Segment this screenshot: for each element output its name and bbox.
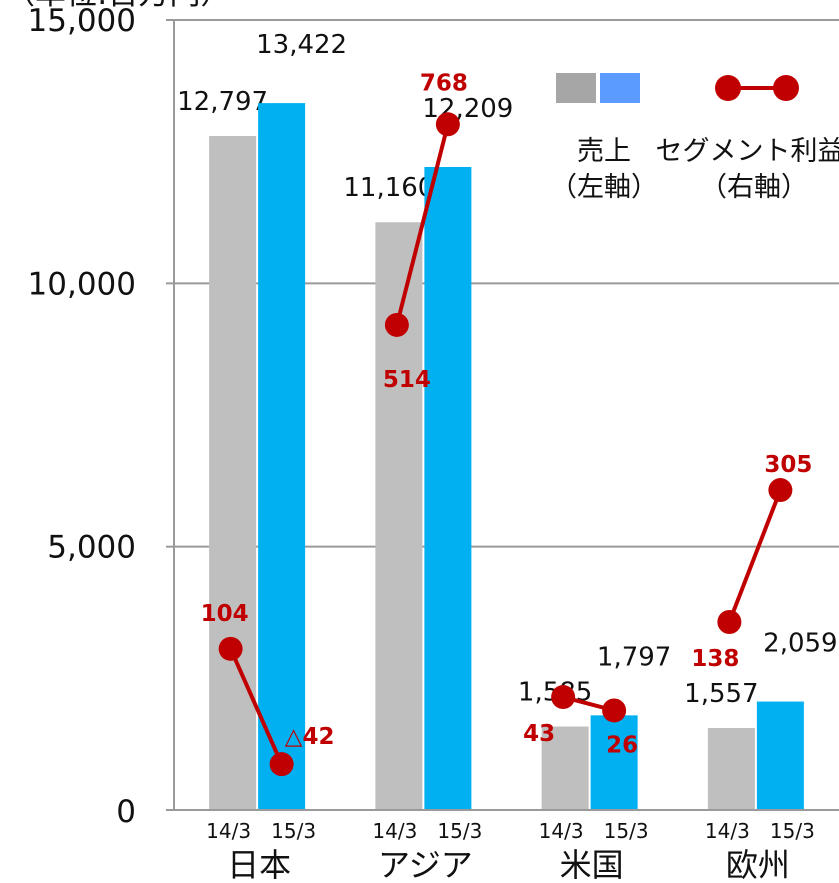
period-tick-label: 14/3 xyxy=(206,819,251,843)
profit-marker-1-0 xyxy=(384,312,409,337)
profit-value-label: 768 xyxy=(420,70,468,96)
profit-value-label: △42 xyxy=(285,724,335,750)
profit-value-label: 43 xyxy=(523,721,555,747)
period-tick-label: 15/3 xyxy=(437,819,482,843)
period-tick-label: 15/3 xyxy=(604,819,649,843)
legend-profit-name: セグメント利益 xyxy=(656,136,839,167)
region-tick-label: 日本 xyxy=(227,846,291,883)
profit-line-3 xyxy=(727,489,783,623)
legend-sales-name: 売上 xyxy=(577,136,631,167)
sales-bar-1-1 xyxy=(424,166,472,810)
profit-marker-2-1 xyxy=(602,698,627,723)
sales-value-label: 1,557 xyxy=(684,679,758,709)
sales-value-label: 2,059 xyxy=(763,629,837,659)
profit-value-label: 514 xyxy=(383,367,431,393)
profit-marker-0-1 xyxy=(269,752,294,777)
region-tick-label: 米国 xyxy=(560,846,624,883)
sales-bar-0-1 xyxy=(258,103,306,810)
profit-marker-3-0 xyxy=(717,609,742,634)
sales-value-label: 12,209 xyxy=(422,94,513,124)
y-axis: 0 5,000 10,000 15,000 xyxy=(28,3,839,830)
sales-bar-3-1 xyxy=(756,701,804,810)
sales-bar-0-0 xyxy=(209,136,257,811)
profit-value-label: 104 xyxy=(201,601,249,627)
legend-sales-axis: （左軸） xyxy=(550,172,658,203)
profit-lines: 104 △42 514 768 43 26 138 305 xyxy=(201,70,812,777)
sales-value-label: 13,422 xyxy=(256,30,347,60)
sales-value-label: 11,160 xyxy=(343,173,434,203)
y-tick-label: 0 xyxy=(116,794,136,830)
x-axis: 14/3 15/3 日本 14/3 15/3 アジア 14/3 15/3 米国 14/3 15/3 欧… xyxy=(206,819,815,883)
legend-profit-axis: （右軸） xyxy=(700,172,808,203)
period-tick-label: 15/3 xyxy=(271,819,316,843)
sales-bar-2-0 xyxy=(541,726,589,810)
unit-label: （単位:百万円） xyxy=(4,0,231,12)
profit-marker-3-1 xyxy=(768,478,793,503)
profit-value-label: 138 xyxy=(691,646,739,672)
legend-profit-marker-left xyxy=(715,75,741,101)
sales-bar-2-1 xyxy=(590,715,638,810)
sales-value-label: 1,797 xyxy=(597,642,671,672)
y-tick-label: 10,000 xyxy=(28,266,136,302)
period-tick-label: 14/3 xyxy=(705,819,750,843)
period-tick-label: 15/3 xyxy=(770,819,815,843)
sales-value-label: 12,797 xyxy=(177,87,268,117)
profit-line-0 xyxy=(228,648,284,765)
profit-marker-1-1 xyxy=(435,112,460,137)
region-tick-label: 欧州 xyxy=(726,846,790,883)
profit-value-label: 305 xyxy=(764,452,812,478)
period-tick-label: 14/3 xyxy=(539,819,584,843)
profit-marker-0-0 xyxy=(218,636,243,661)
sales-bars: 12,79713,42211,16012,2091,5851,7971,5572… xyxy=(177,30,838,811)
profit-marker-2-0 xyxy=(551,685,576,710)
region-tick-label: アジア xyxy=(378,846,473,883)
legend-sales-swatch-blue xyxy=(600,73,640,103)
profit-value-label: 26 xyxy=(606,732,638,758)
sales-bar-3-0 xyxy=(707,727,755,810)
profit-line-1 xyxy=(394,123,450,326)
legend-sales-swatch-gray xyxy=(556,73,596,103)
legend: 売上 （左軸） セグメント利益 （右軸） xyxy=(550,73,839,203)
y-tick-label: 5,000 xyxy=(47,530,136,566)
y-tick-label: 15,000 xyxy=(28,3,136,39)
period-tick-label: 14/3 xyxy=(372,819,417,843)
legend-profit-marker-right xyxy=(773,75,799,101)
